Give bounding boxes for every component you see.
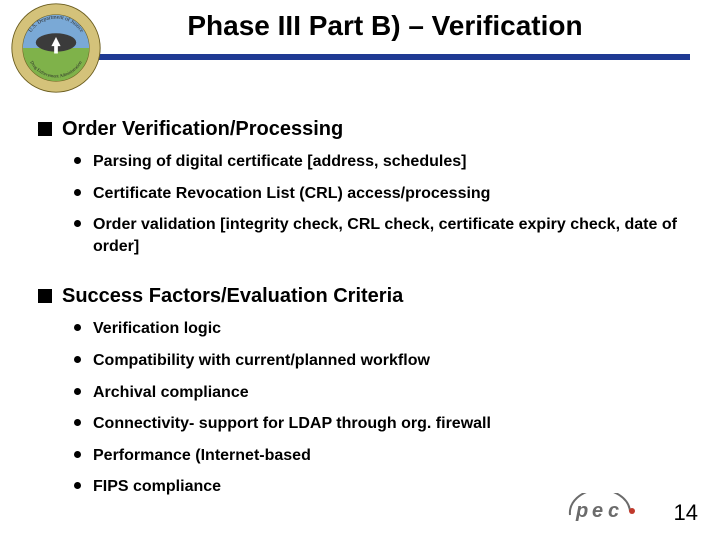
item-text: Archival compliance bbox=[93, 382, 249, 404]
slide: Phase III Part B) – Verification U.S. De… bbox=[0, 0, 720, 540]
list-item: Compatibility with current/planned workf… bbox=[74, 350, 678, 372]
item-text: Order validation [integrity check, CRL c… bbox=[93, 214, 678, 257]
list-item: Archival compliance bbox=[74, 382, 678, 404]
item-text: Certificate Revocation List (CRL) access… bbox=[93, 183, 490, 205]
list-item: Performance (Internet-based bbox=[74, 445, 678, 467]
pec-logo-icon: p e c bbox=[562, 493, 640, 528]
dot-bullet-icon bbox=[74, 324, 81, 331]
dot-bullet-icon bbox=[74, 482, 81, 489]
item-text: Parsing of digital certificate [address,… bbox=[93, 151, 466, 173]
dot-bullet-icon bbox=[74, 451, 81, 458]
square-bullet-icon bbox=[38, 122, 52, 136]
dot-bullet-icon bbox=[74, 356, 81, 363]
list-item: Verification logic bbox=[74, 318, 678, 340]
section-order-verification: Order Verification/Processing Parsing of… bbox=[38, 118, 678, 257]
square-bullet-icon bbox=[38, 289, 52, 303]
section-success-factors: Success Factors/Evaluation Criteria Veri… bbox=[38, 285, 678, 498]
page-number: 14 bbox=[674, 500, 698, 526]
item-list: Verification logic Compatibility with cu… bbox=[74, 318, 678, 498]
list-item: Connectivity- support for LDAP through o… bbox=[74, 413, 678, 435]
section-title: Order Verification/Processing bbox=[62, 118, 343, 141]
section-title: Success Factors/Evaluation Criteria bbox=[62, 285, 403, 308]
item-list: Parsing of digital certificate [address,… bbox=[74, 151, 678, 257]
list-item: Certificate Revocation List (CRL) access… bbox=[74, 183, 678, 205]
list-item: Parsing of digital certificate [address,… bbox=[74, 151, 678, 173]
section-head: Success Factors/Evaluation Criteria bbox=[38, 285, 678, 308]
section-head: Order Verification/Processing bbox=[38, 118, 678, 141]
dea-seal-icon: U.S. Department of Justice Drug Enforcem… bbox=[10, 2, 102, 94]
slide-header: Phase III Part B) – Verification bbox=[0, 10, 720, 42]
content-area: Order Verification/Processing Parsing of… bbox=[38, 118, 678, 526]
svg-text:c: c bbox=[608, 500, 619, 522]
item-text: Verification logic bbox=[93, 318, 221, 340]
title-underline bbox=[44, 54, 690, 60]
list-item: Order validation [integrity check, CRL c… bbox=[74, 214, 678, 257]
item-text: Compatibility with current/planned workf… bbox=[93, 350, 430, 372]
svg-text:p: p bbox=[575, 500, 588, 522]
item-text: Performance (Internet-based bbox=[93, 445, 311, 467]
dot-bullet-icon bbox=[74, 189, 81, 196]
item-text: FIPS compliance bbox=[93, 476, 221, 498]
dot-bullet-icon bbox=[74, 220, 81, 227]
dot-bullet-icon bbox=[74, 157, 81, 164]
item-text: Connectivity- support for LDAP through o… bbox=[93, 413, 491, 435]
dot-bullet-icon bbox=[74, 419, 81, 426]
slide-title: Phase III Part B) – Verification bbox=[0, 10, 720, 42]
svg-text:e: e bbox=[592, 500, 603, 522]
dot-bullet-icon bbox=[74, 388, 81, 395]
